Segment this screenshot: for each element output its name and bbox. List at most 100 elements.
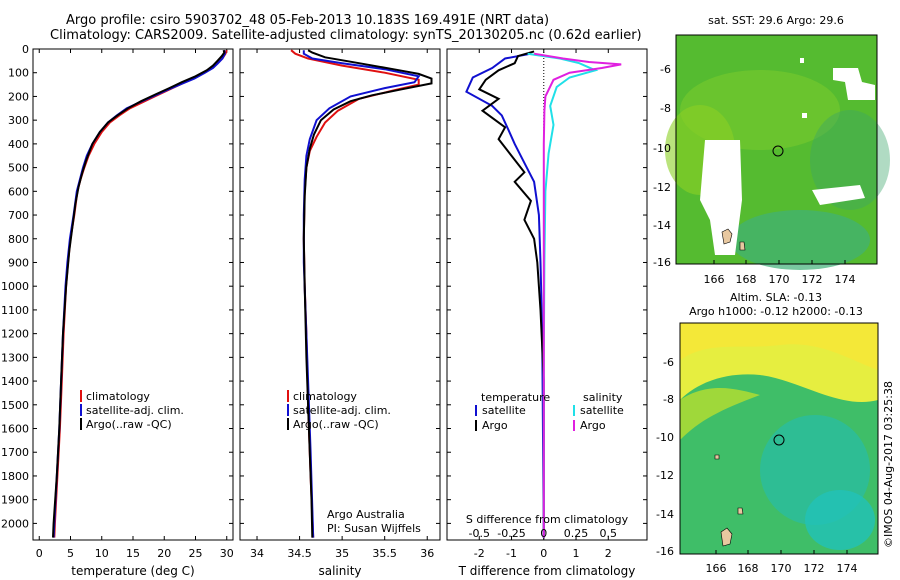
x-axis-label-top: S difference from climatology [466,513,629,526]
argo-float-marker [772,145,784,157]
map-y-tick-label: -10 [656,431,674,444]
x-axis-label: temperature (deg C) [71,564,194,578]
map-x-tick-label: 166 [704,273,725,286]
sla-high-core [680,323,878,370]
y-tick-label: 600 [8,185,29,198]
sst-cool-patch [730,210,870,270]
salinity-tick-label: -0.25 [497,527,525,540]
sst-cloud-gap [802,113,807,118]
legend-label: Argo [580,419,606,432]
legend-title-salinity: salinity [583,391,623,404]
plot-frame [239,48,441,541]
x-axis-label: T difference from climatology [458,564,636,578]
y-tick-label: 1800 [1,470,29,483]
sla-low-region [805,490,875,550]
argo-float-marker [773,434,785,446]
annotation-argo-australia: Argo Australia [327,508,405,521]
plot-frame [446,48,648,541]
x-tick-label: 20 [157,547,171,560]
series-line-temperature-argo [477,50,545,538]
map-x-tick-label: 168 [736,273,757,286]
series-line-salinity-argo [533,52,622,538]
map-x-tick-label: 174 [837,562,858,575]
plot-frame [32,48,234,541]
annotation-pi: PI: Susan Wijffels [327,522,421,535]
x-tick-label: 25 [189,547,203,560]
x-tick-label: 2 [605,547,612,560]
salinity-tick-label: -0.5 [469,527,490,540]
series-line-argo-raw-qc- [302,49,433,538]
salinity-tick-label: 0 [540,527,547,540]
legend-label: satellite [482,404,526,417]
x-tick-label: 34.5 [287,547,312,560]
x-tick-label: 1 [573,547,580,560]
sst-cloud-gap [833,68,875,100]
y-tick-label: 1000 [1,280,29,293]
map-y-tick-label: -16 [653,256,671,269]
x-tick-label: 15 [126,547,140,560]
map-x-tick-label: 170 [771,562,792,575]
map-y-tick-label: -16 [656,545,674,558]
y-tick-label: 1500 [1,399,29,412]
legend-label: satellite-adj. clim. [293,404,391,417]
y-tick-label: 2000 [1,517,29,530]
series-line-satellite-adj-clim- [302,50,421,538]
sla-map-title-2: Argo h1000: -0.12 h2000: -0.13 [689,305,863,318]
x-tick-label: 34 [250,547,264,560]
y-tick-label: 1100 [1,304,29,317]
map-y-tick-label: -12 [653,181,671,194]
legend-label: satellite-adj. clim. [86,404,184,417]
sst-cloud-gap [812,185,865,205]
legend-title-temperature: temperature [481,391,550,404]
y-tick-label: 1600 [1,423,29,436]
map-x-tick-label: 172 [804,562,825,575]
salinity-panel: 34 34.5 35 35.5 36 salinity climatologysatelli… [239,48,441,578]
map-x-tick-label: 172 [802,273,823,286]
map-x-tick-label: 166 [706,562,727,575]
map-y-tick-label: -8 [660,102,671,115]
salinity-tick-label: 0.25 [564,527,589,540]
y-tick-label: 1300 [1,351,29,364]
y-tick-label: 1200 [1,328,29,341]
y-tick-label: 200 [8,90,29,103]
map-y-tick-label: -12 [656,469,674,482]
map-x-tick-label: 174 [835,273,856,286]
legend-label: climatology [86,390,150,403]
y-tick-label: 800 [8,233,29,246]
y-tick-label: 100 [8,67,29,80]
map-y-tick-label: -6 [663,356,674,369]
map-x-tick-label: 170 [769,273,790,286]
map-y-tick-label: -14 [656,508,674,521]
x-axis-label: salinity [318,564,361,578]
legend-label: satellite [580,404,624,417]
sst-map-title: sat. SST: 29.6 Argo: 29.6 [708,14,844,27]
x-tick-label: 0 [540,547,547,560]
y-tick-label: 1900 [1,494,29,507]
x-tick-label: 35.5 [372,547,397,560]
y-tick-label: 700 [8,209,29,222]
legend-label: Argo(..raw -QC) [86,418,172,431]
sst-map-frame [675,34,878,265]
x-tick-label: 36 [420,547,434,560]
y-tick-label: 0 [22,43,29,56]
sla-mid-region [680,388,760,440]
y-tick-label: 300 [8,114,29,127]
difference-panel: -2 -1 0 1 2 T difference from climatology temp… [446,48,648,578]
series-line-climatology [53,49,228,538]
map-y-tick-label: -6 [660,63,671,76]
y-tick-label: 500 [8,162,29,175]
sst-cloud-gap [700,140,742,255]
salinity-tick-label: 0.5 [600,527,618,540]
x-tick-label: -2 [474,547,485,560]
series-line-satellite-adj-clim- [52,50,226,538]
series-line-salinity-satellite [527,52,599,538]
map-y-tick-label: -14 [653,219,671,232]
island-coastline [714,454,744,547]
sla-map-frame [679,322,879,555]
series-line-argo-raw-qc- [52,49,226,538]
y-tick-label: 1400 [1,375,29,388]
x-tick-label: 30 [220,547,234,560]
x-tick-label: 35 [335,547,349,560]
map-x-tick-label: 168 [738,562,759,575]
